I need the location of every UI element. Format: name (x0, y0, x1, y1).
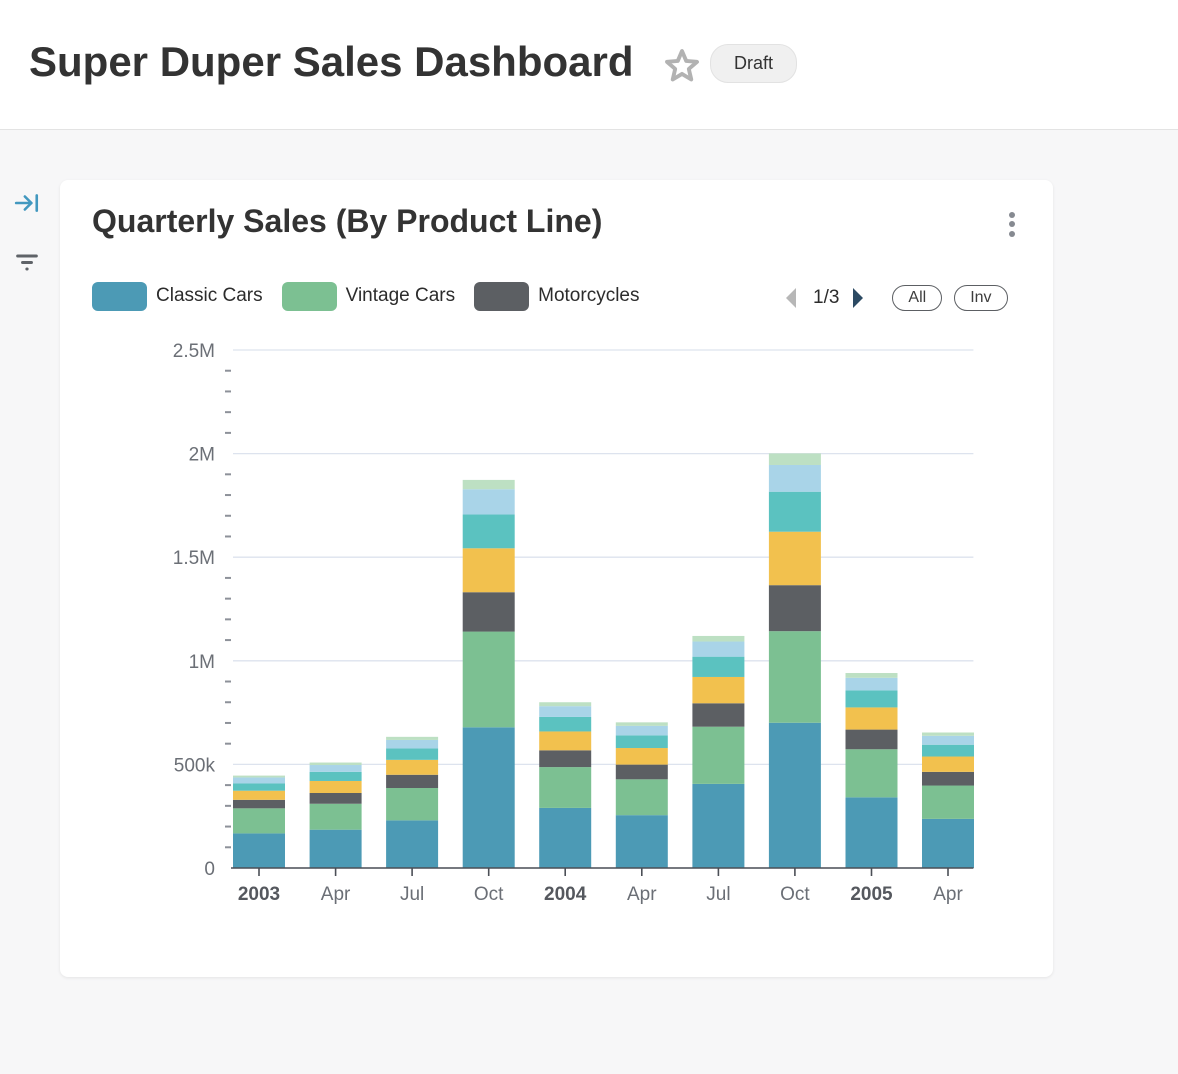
svg-text:Oct: Oct (474, 884, 504, 905)
svg-text:2.5M: 2.5M (173, 341, 215, 362)
svg-text:Oct: Oct (780, 884, 810, 905)
svg-text:2M: 2M (189, 445, 215, 466)
svg-text:2004: 2004 (544, 884, 587, 905)
svg-text:Jul: Jul (706, 884, 730, 905)
svg-text:Apr: Apr (321, 884, 351, 905)
svg-text:500k: 500k (174, 755, 216, 776)
svg-text:0: 0 (204, 859, 215, 880)
svg-text:2005: 2005 (850, 884, 893, 905)
svg-text:1M: 1M (189, 652, 215, 673)
svg-text:Apr: Apr (627, 884, 657, 905)
svg-text:Apr: Apr (933, 884, 963, 905)
svg-text:2003: 2003 (238, 884, 280, 905)
svg-text:1.5M: 1.5M (173, 548, 215, 569)
svg-text:Jul: Jul (400, 884, 424, 905)
